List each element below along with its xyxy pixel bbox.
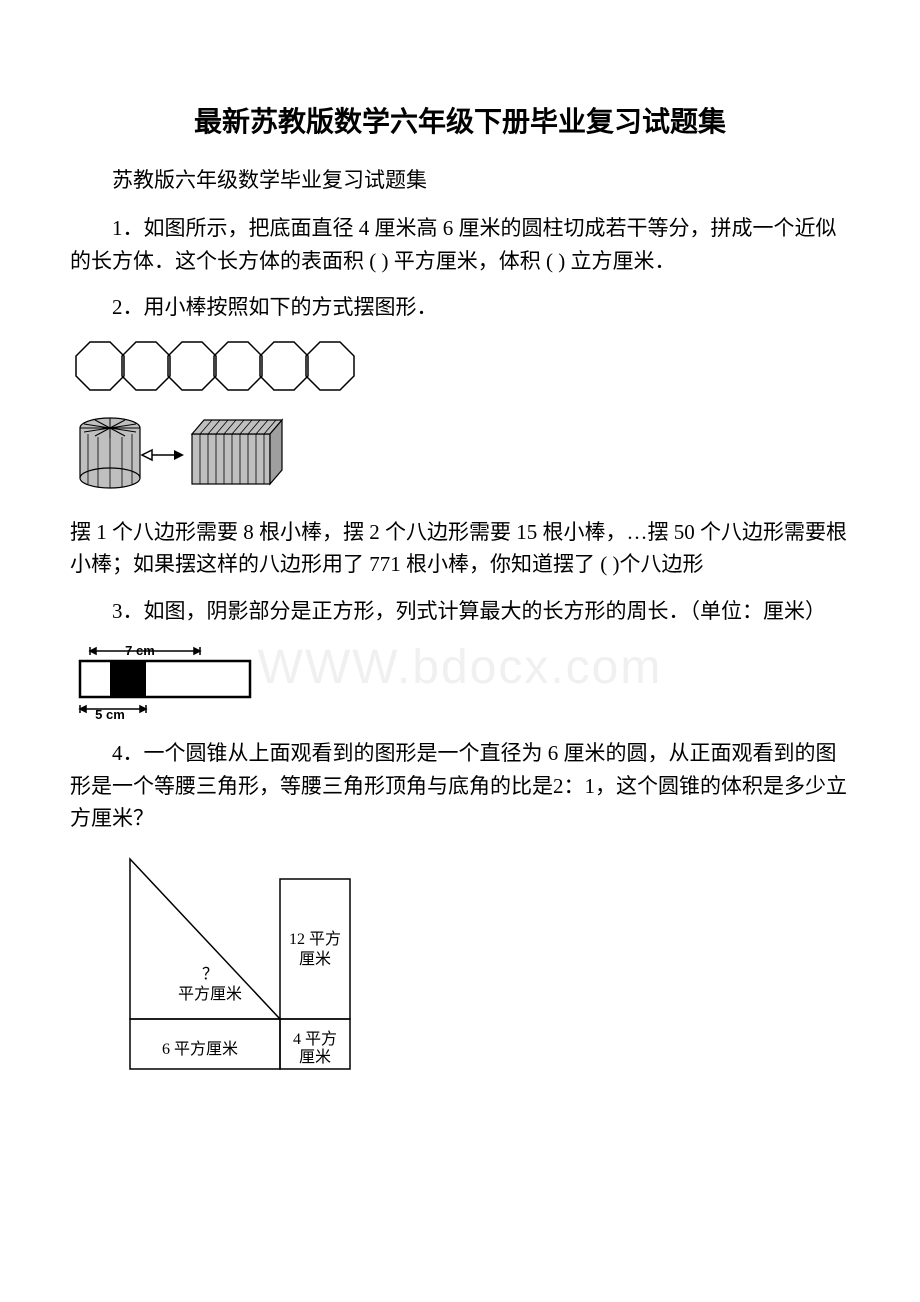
figure-cylinder-to-cuboid (70, 410, 850, 500)
question-3: 3．如图，阴影部分是正方形，列式计算最大的长方形的周长．（单位：厘米） (70, 595, 850, 628)
page-title: 最新苏教版数学六年级下册毕业复习试题集 (70, 100, 850, 140)
label-4b: 厘米 (299, 1048, 331, 1066)
question-2-after: 摆 1 个八边形需要 8 根小棒，摆 2 个八边形需要 15 根小棒，…摆 50… (70, 516, 850, 581)
figure-rectangle-square: 7 cm 5 cm (70, 641, 850, 721)
figure-areas: ？ 平方厘米 12 平方 厘米 6 平方厘米 4 平方 厘米 (110, 849, 850, 1079)
subtitle: 苏教版六年级数学毕业复习试题集 (70, 164, 850, 194)
label-6: 6 平方厘米 (162, 1040, 238, 1058)
label-tri-unit: 平方厘米 (178, 985, 242, 1003)
figure-octagons (70, 338, 850, 394)
label-7cm: 7 cm (125, 643, 155, 658)
label-12b: 厘米 (299, 950, 331, 968)
question-4: 4．一个圆锥从上面观看到的图形是一个直径为 6 厘米的圆，从正面观看到的图形是一… (70, 737, 850, 835)
question-2: 2．用小棒按照如下的方式摆图形． (70, 291, 850, 324)
question-1: 1．如图所示，把底面直径 4 厘米高 6 厘米的圆柱切成若干等分，拼成一个近似的… (70, 212, 850, 277)
label-5cm: 5 cm (95, 707, 125, 721)
label-12a: 12 平方 (289, 930, 341, 948)
label-4a: 4 平方 (293, 1030, 337, 1048)
label-tri-q: ？ (202, 966, 218, 983)
